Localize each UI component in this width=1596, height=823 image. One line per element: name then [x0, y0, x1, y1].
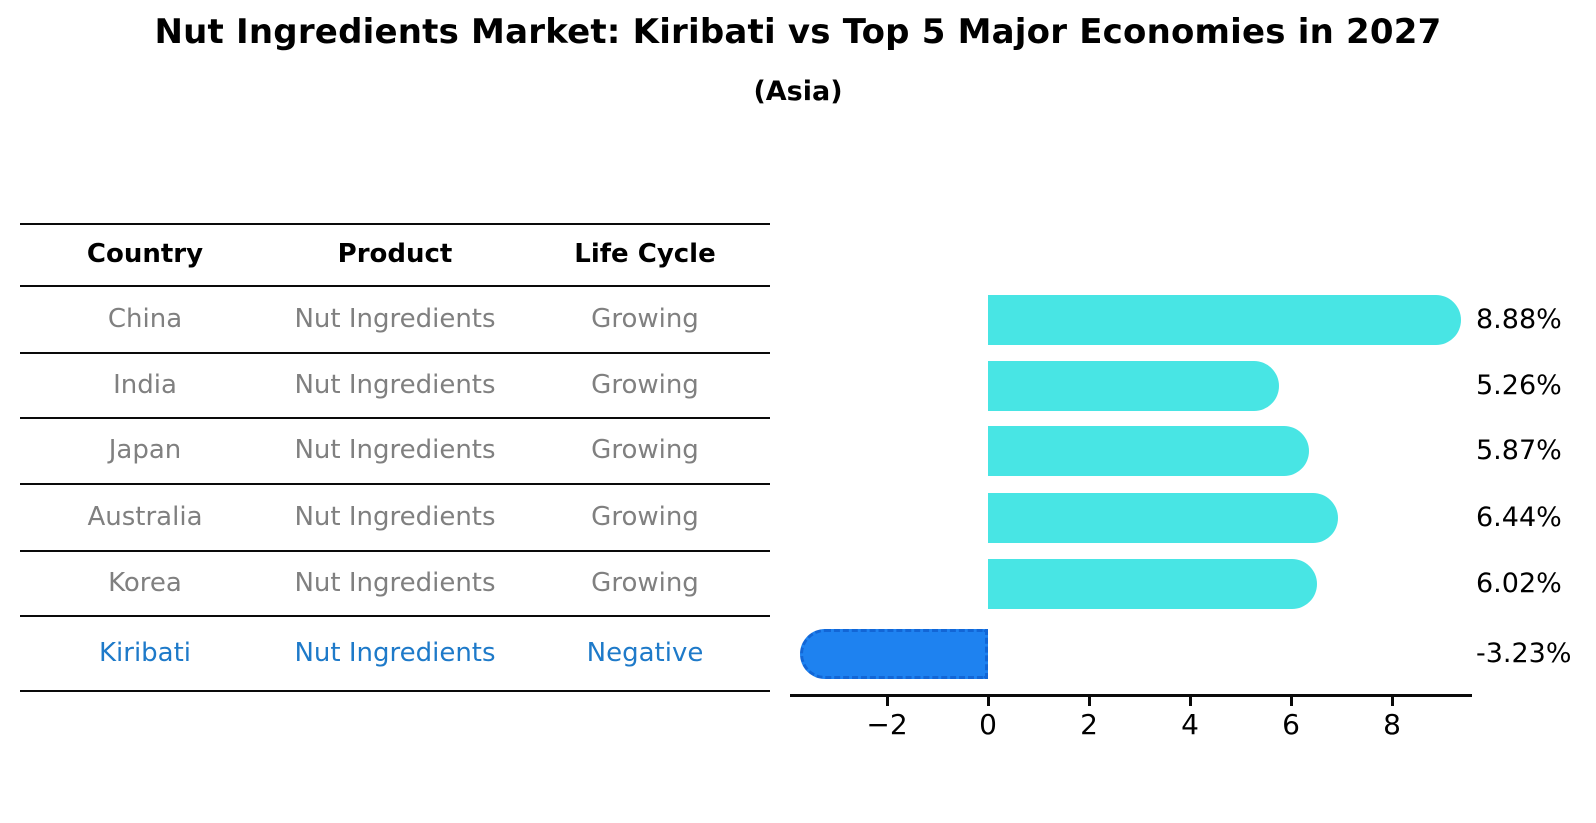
table-rule: [20, 417, 770, 419]
x-axis-tick: [1087, 697, 1091, 706]
x-axis-tick: [1390, 697, 1394, 706]
cell-life-cycle: Growing: [591, 567, 699, 598]
cell-life-cycle: Growing: [591, 369, 699, 400]
cell-country: India: [113, 369, 177, 400]
table-rule: [20, 615, 770, 617]
x-axis-tick-label: 4: [1181, 708, 1199, 741]
value-label-india: 5.26%: [1476, 369, 1562, 401]
x-axis-tick-label: 0: [979, 708, 997, 741]
x-axis-tick: [1188, 697, 1192, 706]
table-rule: [20, 285, 770, 287]
cell-life-cycle: Growing: [591, 501, 699, 532]
bar-korea: [988, 558, 1317, 609]
cell-country: Japan: [108, 435, 182, 465]
x-axis-tick: [885, 697, 889, 706]
x-axis-tick: [1289, 697, 1293, 706]
cell-life-cycle: Growing: [591, 435, 699, 465]
cell-product: Nut Ingredients: [294, 637, 496, 668]
bar-australia: [988, 492, 1339, 543]
table-rule: [20, 223, 770, 225]
value-label-kiribati: -3.23%: [1476, 637, 1572, 669]
x-axis-tick: [986, 697, 990, 706]
value-label-korea: 6.02%: [1476, 567, 1562, 599]
table-row: India Nut Ingredients Growing: [20, 352, 770, 417]
bar-kiribati: [799, 628, 988, 679]
page-title: Nut Ingredients Market: Kiribati vs Top …: [154, 12, 1442, 52]
x-axis-tick-label: 8: [1383, 708, 1401, 741]
table-row: Japan Nut Ingredients Growing: [20, 417, 770, 483]
cell-product: Nut Ingredients: [294, 303, 496, 334]
bar-china: [988, 294, 1462, 345]
table-row: Australia Nut Ingredients Growing: [20, 483, 770, 550]
cell-country: Australia: [87, 501, 203, 532]
value-label-japan: 5.87%: [1476, 435, 1562, 466]
cell-product: Nut Ingredients: [294, 435, 496, 465]
x-axis-line: [790, 694, 1472, 697]
cell-life-cycle: Growing: [591, 303, 699, 334]
column-header-product: Product: [337, 239, 453, 269]
x-axis-tick-label: 6: [1282, 708, 1300, 741]
cell-life-cycle: Negative: [586, 637, 704, 668]
bar-japan: [988, 426, 1310, 476]
table-rule: [20, 550, 770, 552]
table-rule: [20, 483, 770, 485]
column-header-country: Country: [86, 239, 204, 269]
table-row: Korea Nut Ingredients Growing: [20, 550, 770, 615]
cell-country: Kiribati: [98, 637, 192, 668]
x-axis-tick-label: 2: [1080, 708, 1098, 741]
bar-india: [988, 360, 1279, 411]
table-row: China Nut Ingredients Growing: [20, 285, 770, 352]
cell-country: China: [107, 303, 183, 334]
cell-country: Korea: [108, 567, 182, 598]
column-header-life-cycle: Life Cycle: [574, 239, 716, 269]
value-label-china: 8.88%: [1476, 303, 1562, 335]
x-axis-tick-label: −2: [866, 708, 908, 741]
table-rule: [20, 352, 770, 354]
cell-product: Nut Ingredients: [294, 567, 496, 598]
table-rule: [20, 690, 770, 692]
cell-product: Nut Ingredients: [294, 501, 496, 532]
value-label-australia: 6.44%: [1476, 501, 1562, 533]
page-subtitle: (Asia): [753, 76, 843, 107]
table-header-row: Country Product Life Cycle: [20, 223, 770, 285]
cell-product: Nut Ingredients: [294, 369, 496, 400]
table-row: Kiribati Nut Ingredients Negative: [20, 615, 770, 690]
